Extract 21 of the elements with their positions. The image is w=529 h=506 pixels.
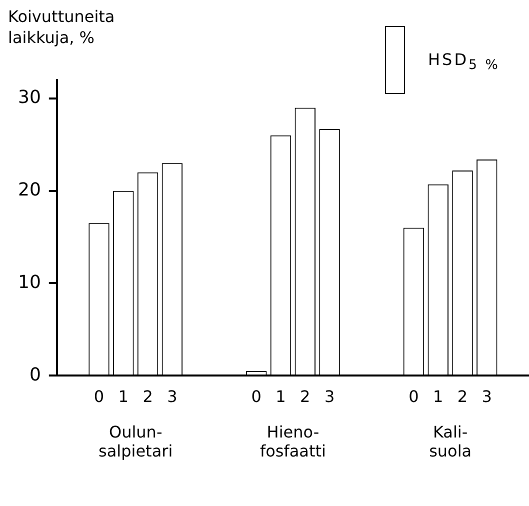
series-label: 1 xyxy=(118,386,128,406)
y-tick-label: 20 xyxy=(18,180,41,201)
y-tick-label: 0 xyxy=(29,364,41,386)
y-tick-label: 30 xyxy=(18,87,41,108)
text: 2 xyxy=(457,386,468,406)
text: 3 xyxy=(482,386,492,406)
y-axis-title: Koivuttuneita laikkuja, % xyxy=(8,6,116,48)
text: 2 xyxy=(300,386,310,406)
x-tick-label: Hieno- fosfaatti xyxy=(260,422,326,461)
series-label: 3 xyxy=(167,386,178,406)
x-tick-label: Oulun- salpietari xyxy=(98,422,173,461)
text: 1 xyxy=(433,386,444,406)
text: 0 xyxy=(251,386,262,406)
x-tick-label: Kali- suola xyxy=(429,422,472,461)
series-label: 2 xyxy=(142,386,153,406)
text: 1 xyxy=(276,386,286,406)
text: 0 xyxy=(408,386,419,406)
series-label: 0 xyxy=(94,386,104,406)
text: 3 xyxy=(324,386,335,406)
text: HSD$_{5 %}$ xyxy=(428,50,500,74)
y-tick-label: 10 xyxy=(18,272,41,293)
